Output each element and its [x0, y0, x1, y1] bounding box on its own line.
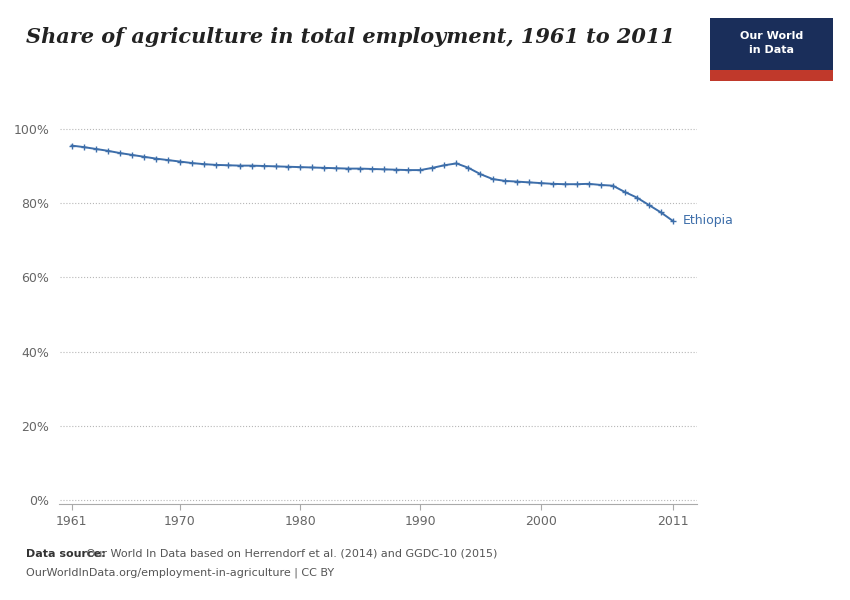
Text: OurWorldInData.org/employment-in-agriculture | CC BY: OurWorldInData.org/employment-in-agricul… — [26, 567, 333, 577]
Text: Our World In Data based on Herrendorf et al. (2014) and GGDC-10 (2015): Our World In Data based on Herrendorf et… — [83, 549, 497, 559]
Text: Our World
in Data: Our World in Data — [740, 31, 803, 55]
Text: Share of agriculture in total employment, 1961 to 2011: Share of agriculture in total employment… — [26, 27, 674, 47]
Text: Data source:: Data source: — [26, 549, 105, 559]
Text: Ethiopia: Ethiopia — [683, 214, 734, 227]
